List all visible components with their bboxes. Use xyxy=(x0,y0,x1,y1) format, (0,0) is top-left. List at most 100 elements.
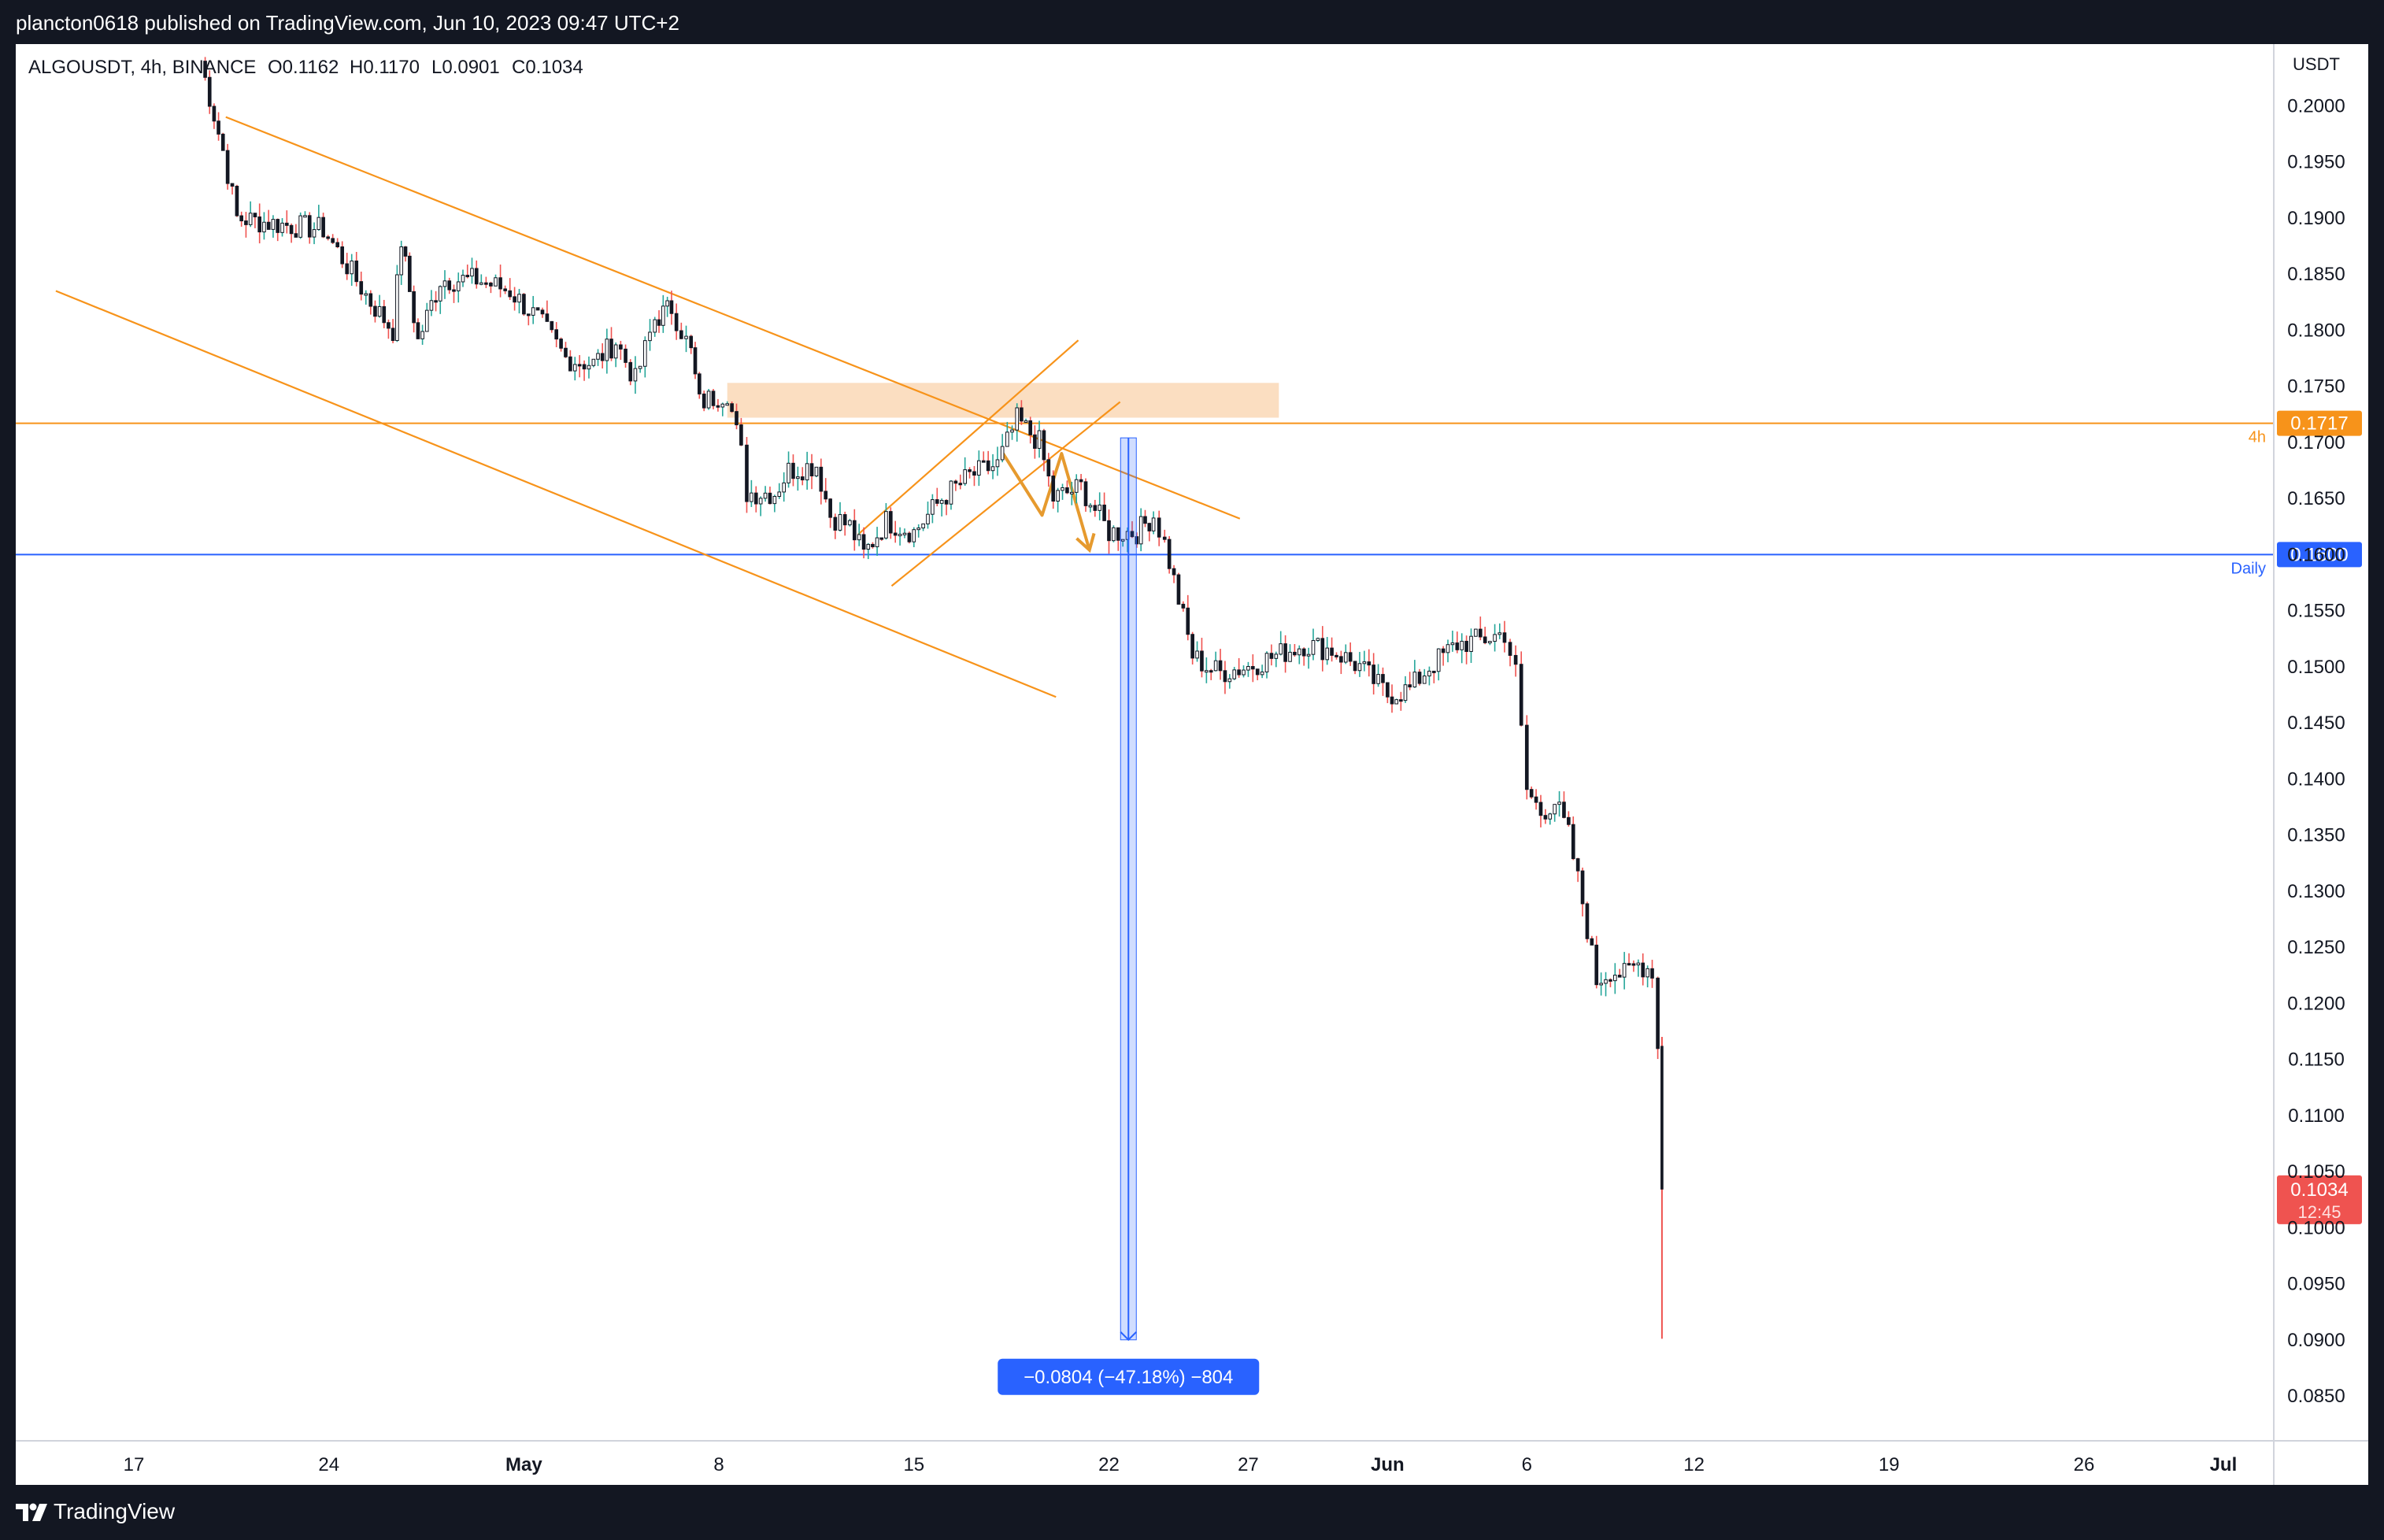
y-tick-label: 0.1850 xyxy=(2287,264,2345,285)
candle-body xyxy=(772,495,777,505)
candle-body xyxy=(1390,696,1394,705)
candle-body xyxy=(212,106,217,122)
candle-body xyxy=(1357,663,1362,672)
candle-body xyxy=(312,229,317,238)
candle-body xyxy=(809,463,814,476)
candle-body xyxy=(1135,536,1139,545)
candle-body xyxy=(800,476,805,481)
candle-body xyxy=(1246,666,1250,671)
candle-body xyxy=(720,403,725,408)
candle-body xyxy=(852,520,857,541)
candle-body xyxy=(1455,642,1460,650)
candle-body xyxy=(434,300,438,303)
candle-body xyxy=(1622,963,1627,978)
candle-body xyxy=(461,275,465,283)
candle-body xyxy=(702,393,706,409)
candle-body xyxy=(977,460,981,476)
candle-body xyxy=(513,296,516,303)
candle-body xyxy=(1051,476,1056,502)
candle-body xyxy=(1093,505,1098,511)
candle-body xyxy=(888,511,893,534)
candle-body xyxy=(253,213,257,217)
candle-body xyxy=(217,120,220,135)
candle-body xyxy=(550,320,554,331)
trendline[interactable] xyxy=(55,290,1057,698)
candle-body xyxy=(1151,517,1156,531)
candle-body xyxy=(230,183,235,187)
candle-body xyxy=(276,219,280,233)
candle-body xyxy=(1613,975,1617,982)
candle-body xyxy=(926,513,930,524)
candle-body xyxy=(1205,670,1209,673)
candle-body xyxy=(1042,430,1046,461)
candle-body xyxy=(1469,635,1473,652)
chart-frame[interactable]: 0.1717 4h 0.1600 Daily 0.1034 12:45 −0.0804 (… xyxy=(16,44,2368,1485)
candle-body xyxy=(875,537,879,548)
candle-body xyxy=(1636,962,1641,966)
candle-body xyxy=(1348,652,1353,662)
candle-body xyxy=(633,368,638,382)
candle-body xyxy=(1015,407,1020,431)
candle-body xyxy=(819,466,824,492)
candle-body xyxy=(824,491,828,500)
supply-zone[interactable] xyxy=(727,383,1279,418)
candle-body xyxy=(1061,487,1064,491)
candle-body xyxy=(1412,672,1417,688)
candle-body xyxy=(1311,640,1316,655)
candle-body xyxy=(1631,963,1636,966)
trendline[interactable] xyxy=(225,116,1241,520)
candle-body xyxy=(1288,651,1292,662)
candle-body xyxy=(403,246,408,257)
candle-body xyxy=(1250,666,1255,670)
candle-body xyxy=(1446,644,1450,653)
candle-body xyxy=(508,290,513,298)
candle-body xyxy=(739,424,743,446)
candle-body xyxy=(953,480,958,484)
candle-body xyxy=(1403,684,1408,702)
y-tick-label: 0.0850 xyxy=(2287,1386,2345,1407)
candle-body xyxy=(684,335,688,339)
candle-body xyxy=(805,463,809,481)
candle-body xyxy=(554,329,559,340)
last-price-label: 0.1034 xyxy=(2290,1179,2348,1201)
candle-body xyxy=(1024,420,1028,423)
candle-body xyxy=(303,215,307,218)
ohlc-low: L0.0901 xyxy=(431,57,500,78)
y-tick-label: 0.0900 xyxy=(2287,1330,2345,1351)
candle-body xyxy=(326,236,330,239)
candle-body xyxy=(679,330,683,339)
y-tick-label: 0.1650 xyxy=(2287,488,2345,509)
candle-body xyxy=(735,411,739,426)
candle-body xyxy=(725,403,730,406)
trendline[interactable] xyxy=(857,339,1079,535)
candle-body xyxy=(1650,968,1654,979)
candle-body xyxy=(447,280,452,291)
candle-body xyxy=(479,282,483,285)
candle-body xyxy=(898,534,902,537)
candle-body xyxy=(280,222,284,233)
candle-body xyxy=(540,309,545,315)
candle-body xyxy=(665,300,669,307)
candle-body xyxy=(1594,944,1599,986)
y-tick-label: 0.1350 xyxy=(2287,825,2345,846)
level-timeframe-label: 4h xyxy=(2249,429,2266,446)
candle-body xyxy=(1529,789,1534,798)
candle-body xyxy=(1548,813,1553,820)
candle-body xyxy=(1195,650,1199,659)
candle-body xyxy=(995,459,1000,468)
last-candle-body xyxy=(1660,1046,1664,1190)
candle-body xyxy=(1227,678,1232,683)
candle-body xyxy=(1497,632,1502,635)
candle-body xyxy=(591,358,596,366)
trendline[interactable] xyxy=(890,401,1121,587)
candle-body xyxy=(1167,539,1172,569)
candle-body xyxy=(489,282,493,287)
measure-label-box xyxy=(998,1358,1260,1395)
candle-body xyxy=(335,242,339,248)
candle-body xyxy=(321,217,325,238)
candle-body xyxy=(1181,603,1186,609)
footer-bar: TradingView xyxy=(0,1485,2384,1540)
candle-body xyxy=(1362,661,1367,664)
level-price-label: 0.1717 xyxy=(2290,413,2348,435)
